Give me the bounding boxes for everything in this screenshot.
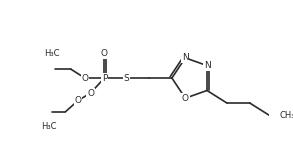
Text: S: S	[123, 73, 129, 83]
Text: H₃C: H₃C	[41, 122, 57, 131]
Text: O: O	[182, 94, 189, 103]
Text: P: P	[102, 73, 107, 83]
Text: O: O	[74, 96, 81, 105]
Text: O: O	[81, 73, 88, 83]
Text: H₃C: H₃C	[45, 48, 60, 58]
Text: O: O	[87, 89, 94, 97]
Text: N: N	[182, 53, 189, 62]
Text: N: N	[204, 61, 210, 70]
Text: CH₃: CH₃	[279, 111, 293, 120]
Text: O: O	[101, 49, 108, 58]
